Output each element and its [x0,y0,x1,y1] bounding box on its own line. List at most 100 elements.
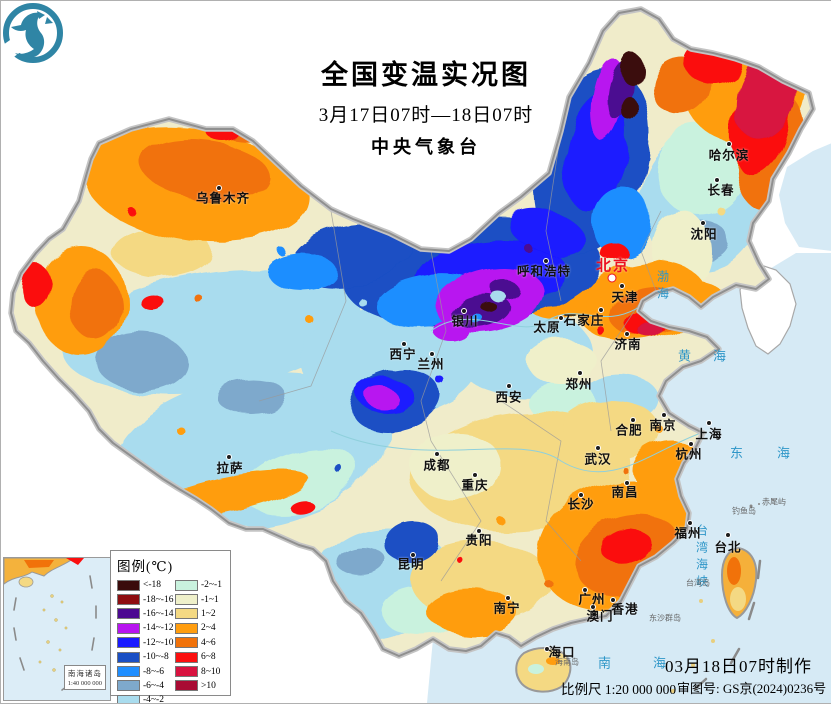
city-dot [506,383,512,389]
map-scale-text: 比例尺 1:20 000 000 [561,682,677,697]
city-label: 昆明 [397,557,425,572]
legend-row: -16~-14 [117,607,173,621]
city-dot [582,587,588,593]
city-dot [472,472,478,478]
legend-swatch [117,694,140,703]
city-label: 石家庄 [563,313,605,328]
legend-swatch [175,608,198,620]
island-label: 东沙群岛 [649,613,681,623]
city-label: 成都 [423,458,451,473]
map-approval-text: 审图号: GS京(2024)0236号 [677,681,827,696]
legend-swatch [175,622,198,634]
legend-row: >10 [175,679,222,693]
taiwan-island [720,546,758,620]
sea-of-japan [779,143,831,251]
city-label: 南宁 [493,601,521,616]
city-label: 天津 [611,290,639,305]
legend-range-label: <-18 [143,580,162,591]
city-label: 银川 [451,314,479,329]
province-boundaries [258,130,662,582]
legend-row: 1~2 [175,607,222,621]
legend-range-label: -8~-6 [143,666,164,677]
city-label: 杭州 [675,447,703,462]
legend-row: -4~-2 [117,693,173,703]
sea-label: 南海 [597,655,709,671]
legend-range-label: -18~-16 [143,594,174,605]
city-label: 西宁 [389,347,417,362]
city-label: 南昌 [611,485,639,500]
legend-swatch [117,680,140,692]
city-dot [429,351,435,357]
city-dot [598,307,604,313]
legend-row: 4~6 [175,636,222,650]
city-dot [610,597,616,603]
city-dot [558,315,564,321]
city-label: 兰州 [417,357,445,372]
dash-line-boundary [693,559,762,691]
city-dot [706,420,712,426]
sea-label: 台湾海峡 [694,524,709,592]
legend-swatch [175,666,198,678]
city-dot [543,258,549,264]
island-label: 赤尾屿 [762,497,786,507]
legend-range-label: 1~2 [201,608,216,619]
legend-swatch [117,608,140,620]
legend-row: -2~-1 [175,578,222,592]
city-dot [714,177,720,183]
legend-swatch [175,579,198,591]
legend-range-label: 2~4 [201,623,216,634]
sea-label: 渤海 [655,270,670,304]
legend-range-label: 8~10 [201,666,221,677]
inset-scale: 1:40 000 000 [67,680,102,687]
cma-logo [1,3,63,63]
island-label: 海南岛 [555,657,579,667]
sea-label: 黄海 [677,348,749,364]
city-label: 哈尔滨 [708,148,750,163]
legend-swatch [117,666,140,678]
hainan-island [515,647,572,693]
legend-swatch [117,637,140,649]
city-dot [619,283,625,289]
city-dot [505,595,511,601]
city-dot [461,308,467,314]
legend-row: -12~-10 [117,636,173,650]
legend-column-cold: <-18 -18~-16 -16~-14 -14~-12 -12~-10 -10~-8 -8… [117,578,174,703]
legend-swatch [117,594,140,606]
city-label: 重庆 [461,478,489,493]
legend-row: 6~8 [175,650,222,664]
legend-row: -14~-12 [117,621,173,635]
legend-swatch [175,594,198,606]
city-dot [624,331,630,337]
city-dot [726,141,732,147]
city-dot [434,451,440,457]
legend-swatch [175,637,198,649]
city-label: 拉萨 [216,461,244,476]
legend-swatch [117,579,140,591]
city-label: 香港 [611,602,639,617]
legend-swatch [117,622,140,634]
legend-box: 图例(℃) <-18 -18~-16 -16~-14 -14~-12 -12~-10 -1… [110,550,231,703]
city-label: 广州 [578,592,606,607]
city-label: 长沙 [567,497,595,512]
city-dot [590,604,596,610]
city-dot [544,646,550,652]
legend-range-label: -2~-1 [201,580,222,591]
legend-swatch [175,680,198,692]
legend-swatch [175,651,198,663]
legend-row: -10~-8 [117,650,173,664]
legend-range-label: -16~-14 [143,608,174,619]
city-label: 乌鲁木齐 [195,191,251,206]
city-dot [595,445,601,451]
city-dot [216,185,222,191]
legend-row: 8~10 [175,664,222,678]
city-label: 沈阳 [690,227,718,242]
city-label: 武汉 [584,452,612,467]
city-label: 郑州 [565,377,593,392]
legend-range-label: -12~-10 [143,637,174,648]
city-label: 西安 [495,390,523,405]
map-title: 全国变温实况图 [321,60,531,90]
legend-range-label: -14~-12 [143,623,174,634]
city-label: 合肥 [615,423,643,438]
made-time-text: 03月18日07时制作 [665,657,812,676]
